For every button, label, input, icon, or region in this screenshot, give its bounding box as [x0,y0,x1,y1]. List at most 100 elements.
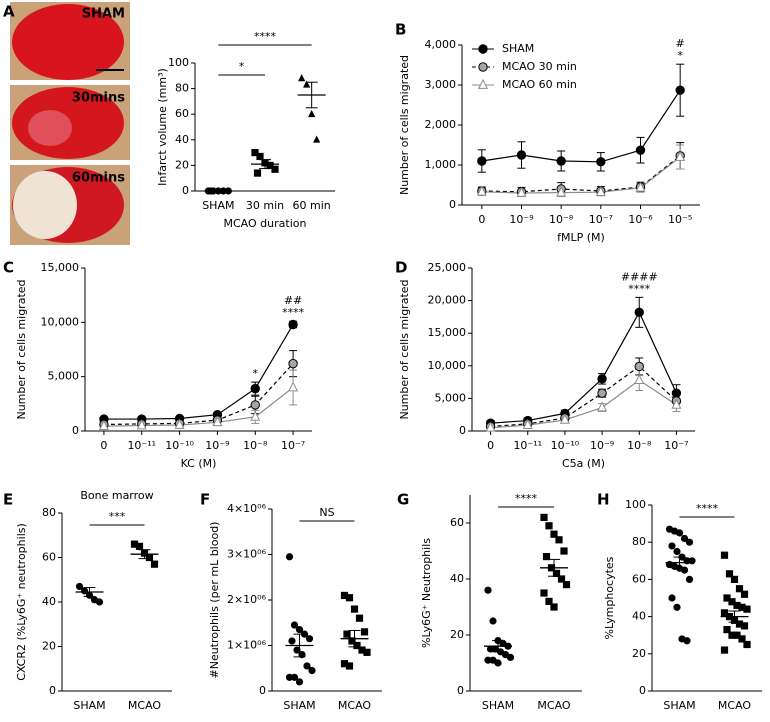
y-tick-label: 20 [632,647,646,660]
y-tick-label: 4,000 [425,38,457,51]
x-tick-label: SHAM [202,199,234,212]
marker [545,597,553,605]
y-tick-label: 80 [42,506,56,519]
marker [295,625,304,634]
annotation: # [676,37,685,50]
panel-letter: A [3,3,15,21]
marker [720,609,729,617]
marker [174,418,185,429]
marker [345,594,354,602]
marker [559,413,570,424]
brain-image [12,4,124,80]
marker [595,186,606,197]
marker [550,530,558,538]
marker [597,401,608,412]
marker [735,585,744,593]
marker [135,542,144,550]
series-line [481,155,681,193]
x-tick-label: 10⁻¹⁰ [551,439,580,452]
marker [303,662,311,670]
y-tick-label: 15,000 [41,261,80,274]
x-tick-label: 60 min [293,199,331,212]
marker [145,553,154,562]
annotation: * [253,367,259,380]
y-tick-label: 20 [175,158,189,171]
x-tick-label: MCAO [338,699,372,712]
marker [522,418,533,429]
marker [673,547,681,556]
marker [484,656,492,664]
x-tick-label: SHAM [663,699,695,712]
marker [635,145,646,155]
sig-label: **** [254,30,277,43]
marker [680,566,689,574]
marker [688,557,696,565]
marker [250,400,260,410]
marker [552,569,561,577]
marker [308,666,316,675]
x-tick-label: MCAO [718,699,752,712]
sig-label: **** [515,492,538,505]
y-tick-label: 80 [632,535,646,548]
x-tick-label: 10⁻⁷ [589,213,613,226]
annotation: * [677,49,683,62]
x-axis-label: KC (M) [181,457,217,470]
marker [478,44,488,54]
marker [340,660,349,668]
marker [668,594,676,602]
annotation: #### [621,270,658,283]
y-axis-label: CXCR2 (%Ly6G⁺ neutrophils) [15,523,28,681]
y-tick-label: 100 [625,498,646,511]
y-tick-label: 4×10⁰⁶ [227,502,267,515]
marker [485,421,496,432]
panel-letter: B [395,21,406,39]
marker [355,614,364,622]
y-axis-label: Infarct volume (mm³) [156,68,169,186]
y-tick-label: 3×10⁰⁶ [227,548,267,561]
marker [477,78,489,89]
marker [343,630,351,638]
marker [597,388,607,398]
marker [516,150,527,160]
series-line [103,324,294,420]
marker [494,659,502,667]
marker [212,416,223,427]
marker [256,152,264,161]
x-tick-label: 10⁻⁹ [590,439,614,452]
x-tick-label: 10⁻⁷ [664,439,688,452]
marker [723,594,731,602]
marker [95,598,104,606]
marker [740,622,749,630]
y-tick-label: 60 [632,572,646,585]
marker [635,181,646,192]
y-tick-label: 80 [175,82,189,95]
marker [540,513,548,521]
series-line [490,311,677,424]
y-axis-label: %Lymphocytes [603,556,616,639]
image-label: SHAM [82,7,125,22]
marker [634,361,644,372]
marker [363,648,371,656]
x-tick-label: 10⁻⁸ [243,439,268,452]
marker [685,575,694,584]
sig-label: NS [319,506,334,519]
marker [506,653,515,662]
y-tick-label: 10,000 [428,359,467,372]
x-tick-label: SHAM [283,699,315,712]
marker [730,575,739,583]
marker [348,637,356,645]
series-line [481,156,681,194]
x-tick-label: 0 [100,439,107,452]
marker [542,553,551,561]
annotation: ## [284,294,302,307]
marker [288,319,298,330]
x-axis-label: fMLP (M) [557,231,605,244]
y-tick-label: 2,000 [425,118,457,131]
y-tick-label: 60 [42,551,56,564]
panel-letter: G [397,491,409,509]
marker [545,522,553,530]
marker [476,185,487,196]
marker [308,109,316,118]
marker [562,581,571,589]
